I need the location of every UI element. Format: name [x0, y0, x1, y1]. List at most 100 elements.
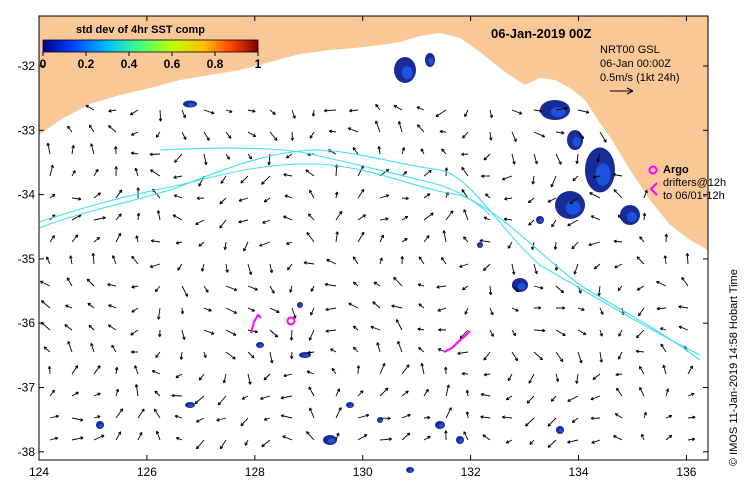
current-arrow-head [485, 193, 489, 197]
current-arrow-head [276, 309, 280, 313]
current-arrow-head [347, 127, 352, 131]
current-arrow [396, 319, 403, 331]
current-arrow-head [254, 287, 258, 291]
current-arrow [503, 218, 513, 221]
current-arrow-head [111, 255, 116, 259]
current-arrow-head [407, 413, 411, 418]
current-arrow-head [615, 372, 619, 377]
sst-patch-core [558, 428, 563, 433]
current-arrow-head [175, 374, 179, 379]
current-arrow-head [511, 271, 516, 275]
current-arrow-head [660, 343, 664, 348]
current-arrow [224, 241, 227, 250]
current-arrow [283, 174, 293, 177]
current-arrow [528, 197, 535, 204]
current-arrow [243, 241, 249, 252]
current-arrow [638, 307, 645, 317]
current-arrow [134, 365, 139, 375]
current-arrow [283, 215, 293, 221]
current-arrow-head [436, 285, 440, 289]
current-arrow-head [483, 157, 488, 161]
current-arrow-head [227, 135, 232, 139]
current-arrow [137, 432, 143, 441]
current-arrow-head [74, 365, 79, 369]
drifter-track-east[interactable] [443, 330, 471, 353]
current-arrow-head [171, 393, 175, 398]
current-arrow-head [691, 392, 695, 397]
current-arrow [636, 285, 645, 291]
current-arrow-head [547, 444, 552, 448]
current-arrow-head [309, 189, 313, 194]
current-arrow [401, 197, 409, 199]
scale-label: 0.5m/s (1kt 24h) [600, 72, 679, 84]
current-arrow-head [575, 160, 579, 165]
current-arrow-head [311, 113, 316, 117]
current-arrow-head [561, 131, 565, 135]
current-arrow [93, 236, 100, 243]
current-arrow [379, 234, 384, 243]
current-arrow [115, 213, 122, 221]
current-arrow-head [129, 111, 134, 116]
current-arrow [247, 307, 255, 312]
current-arrow [115, 232, 122, 243]
current-arrow-head [564, 106, 568, 111]
current-arrow-head [216, 418, 220, 422]
current-arrow [357, 434, 368, 441]
current-arrow-head [550, 183, 554, 188]
current-arrow-head [613, 189, 617, 193]
current-arrow-head [444, 430, 448, 434]
current-arrow-head [571, 419, 576, 423]
current-arrow [357, 390, 364, 397]
current-arrow-head [385, 217, 389, 221]
current-arrow-head [603, 139, 607, 143]
contour-line-north [159, 147, 491, 216]
current-arrow [504, 197, 513, 200]
current-arrow [303, 262, 315, 265]
current-arrow-head [131, 285, 135, 289]
current-arrow-head [457, 351, 461, 355]
current-arrow-head [352, 325, 357, 330]
sst-patch-core [479, 244, 483, 248]
current-arrow-head [656, 280, 660, 285]
current-arrow [43, 346, 51, 353]
argo-float-marker[interactable] [286, 316, 296, 326]
current-arrow-head [600, 311, 604, 315]
current-arrow-head [260, 396, 264, 400]
current-arrow [511, 263, 515, 275]
drifter-track-west[interactable] [250, 313, 262, 334]
current-arrow [436, 285, 447, 288]
current-arrow-head [481, 174, 485, 178]
current-arrow-head [66, 277, 70, 281]
current-arrow [67, 341, 73, 353]
current-arrow [489, 109, 493, 118]
current-arrow [588, 241, 601, 246]
credit-text: © IMOS 11-Jan-2019 14:58 Hobart Time [728, 269, 740, 466]
current-arrow [88, 324, 95, 331]
x-tick-label: 136 [676, 465, 696, 479]
current-arrow [511, 351, 518, 362]
current-arrow [489, 131, 492, 141]
sst-patch-core [572, 137, 581, 147]
current-arrow [240, 417, 249, 427]
current-arrow-head [526, 400, 531, 404]
current-arrow-head [461, 152, 465, 157]
current-arrow-head [489, 137, 493, 141]
current-arrow [306, 370, 315, 375]
current-arrow-head [613, 239, 617, 244]
current-arrow [599, 131, 607, 143]
current-arrow [461, 373, 469, 375]
current-arrow [461, 189, 469, 199]
current-arrow [464, 307, 469, 315]
current-arrow [269, 285, 275, 294]
current-arrow [181, 329, 185, 340]
current-arrow-head [90, 143, 94, 147]
current-arrow-head [550, 398, 555, 402]
current-arrow [171, 395, 183, 397]
current-arrow [238, 197, 249, 202]
y-tick-label: -36 [18, 316, 36, 330]
current-arrow-head [479, 239, 483, 243]
current-arrow [528, 373, 535, 384]
current-arrow [445, 210, 454, 221]
current-arrow [131, 131, 139, 136]
current-arrow-head [262, 220, 266, 224]
